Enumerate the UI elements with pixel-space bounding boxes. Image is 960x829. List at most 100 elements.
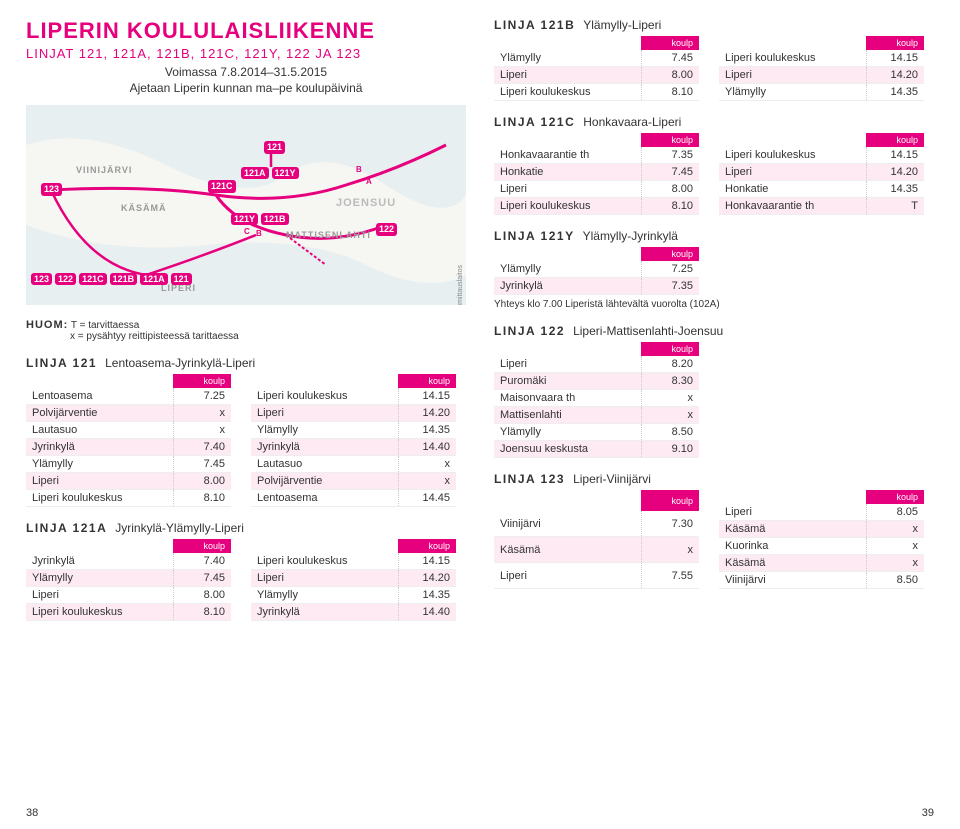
linja-121a-out-table: koulp Jyrinkylä7.40Ylämylly7.45Liperi8.0… [26,539,231,621]
col-hdr: koulp [866,490,924,504]
col-hdr: koulp [173,374,231,388]
stop-name: Honkavaarantie th [719,198,866,215]
stop-time: x [398,473,456,490]
stop-name: Viinijärvi [494,511,641,536]
stop-name: Liperi [494,181,641,198]
stop-name: Jyrinkylä [26,439,173,456]
stop-name: Liperi [719,67,866,84]
stop-name: Liperi koulukeskus [719,147,866,164]
col-hdr: koulp [641,36,699,50]
stop-time: 14.35 [866,181,924,198]
stop-name: Ylämylly [494,261,641,278]
linja-121y-name: LINJA 121Y [494,229,575,243]
col-hdr: koulp [641,133,699,147]
linja-121c-route: Honkavaara-Liperi [583,115,681,129]
stop-name: Ylämylly [26,570,173,587]
stop-name: Ylämylly [251,422,398,439]
linja-121b-ret-table: koulp Liperi koulukeskus14.15Liperi14.20… [719,36,924,101]
stop-time: 8.50 [866,572,924,589]
linja-123-out-table: koulp Viinijärvi7.30KäsämäxLiperi7.55 [494,490,699,589]
stop-time: 7.45 [173,456,231,473]
stop-name: Kuorinka [719,538,866,555]
page-subtitle: LINJAT 121, 121A, 121B, 121C, 121Y, 122 … [26,46,466,61]
huom-t: T = tarvittaessa [71,320,139,331]
stop-name: Honkavaarantie th [494,147,641,164]
row-badge-121b: 121B [110,273,138,285]
stop-name: Liperi koulukeskus [26,604,173,621]
stop-name: Viinijärvi [719,572,866,589]
map-label-kasama: KÄSÄMÄ [121,203,167,213]
stop-name: Puromäki [494,373,641,390]
badge-121c: 121C [208,180,236,193]
stop-time: x [866,521,924,538]
stop-time: x [866,538,924,555]
linja-121c-ret-table: koulp Liperi koulukeskus14.15Liperi14.20… [719,133,924,215]
linja-121-block: LINJA 121 Lentoasema-Jyrinkylä-Liperi ko… [26,356,466,507]
stop-name: Liperi [719,164,866,181]
stop-name: Lautasuo [251,456,398,473]
stop-time: 8.00 [641,67,699,84]
stop-time: x [641,407,699,424]
badge-122: 122 [376,223,397,236]
stop-name: Ylämylly [719,84,866,101]
stop-name: Jyrinkylä [251,604,398,621]
stop-time: 7.25 [173,388,231,405]
map-letter-b: B [356,165,362,174]
stop-time: 7.30 [641,511,699,536]
linja-121c-block: LINJA 121C Honkavaara-Liperi koulp Honka… [494,115,934,215]
huom-x: x = pysähtyy reittipisteessä tarittaessa [70,331,239,342]
stop-time: x [641,390,699,407]
stop-time: 14.40 [398,604,456,621]
page-title: LIPERIN KOULULAISLIIKENNE [26,18,466,44]
stop-name: Honkatie [494,164,641,181]
stop-name: Mattisenlahti [494,407,641,424]
stop-name: Käsämä [719,521,866,538]
stop-name: Jyrinkylä [251,439,398,456]
col-hdr: koulp [641,490,699,511]
stop-name: Jyrinkylä [26,553,173,570]
stop-name: Ylämylly [251,587,398,604]
row-badge-123: 123 [31,273,52,285]
stop-name: Maisonvaara th [494,390,641,407]
badge-123: 123 [41,183,62,196]
col-hdr: koulp [866,133,924,147]
stop-time: 14.15 [866,147,924,164]
stop-time: 8.10 [641,198,699,215]
col-hdr: koulp [398,539,456,553]
huom-label: HUOM: [26,319,68,331]
linja-121a-block: LINJA 121A Jyrinkylä-Ylämylly-Liperi kou… [26,521,466,621]
stop-time: 14.35 [866,84,924,101]
linja-121-name: LINJA 121 [26,356,97,370]
stop-time: 8.10 [641,84,699,101]
stop-time: 8.10 [173,604,231,621]
stop-time: 14.20 [866,164,924,181]
stop-time: 7.40 [173,439,231,456]
stop-time: 14.15 [398,388,456,405]
row-badge-122: 122 [55,273,76,285]
stop-name: Joensuu keskusta [494,441,641,458]
linja-122-name: LINJA 122 [494,324,565,338]
stop-time: 7.40 [173,553,231,570]
stop-time: 14.40 [398,439,456,456]
stop-name: Käsämä [494,537,641,563]
stop-time: 14.35 [398,422,456,439]
stop-time: 14.15 [398,553,456,570]
col-hdr: koulp [641,247,699,261]
linja-121a-ret-table: koulp Liperi koulukeskus14.15Liperi14.20… [251,539,456,621]
stop-name: Liperi [494,563,641,589]
stop-name: Liperi koulukeskus [719,50,866,67]
stop-name: Ylämylly [26,456,173,473]
stop-name: Lentoasema [251,490,398,507]
linja-121b-block: LINJA 121B Ylämylly-Liperi koulp Ylämyll… [494,18,934,101]
linja-123-name: LINJA 123 [494,472,565,486]
stop-time: 14.35 [398,587,456,604]
map-label-joensuu: JOENSUU [336,197,396,209]
stop-name: Liperi [251,405,398,422]
badge-121y-2: 121Y [231,213,258,225]
map-letter-a: A [366,177,372,186]
linja-121a-name: LINJA 121A [26,521,107,535]
stop-name: Liperi koulukeskus [494,198,641,215]
stop-time: 14.20 [866,67,924,84]
stop-time: 8.05 [866,504,924,521]
col-hdr: koulp [641,342,699,356]
